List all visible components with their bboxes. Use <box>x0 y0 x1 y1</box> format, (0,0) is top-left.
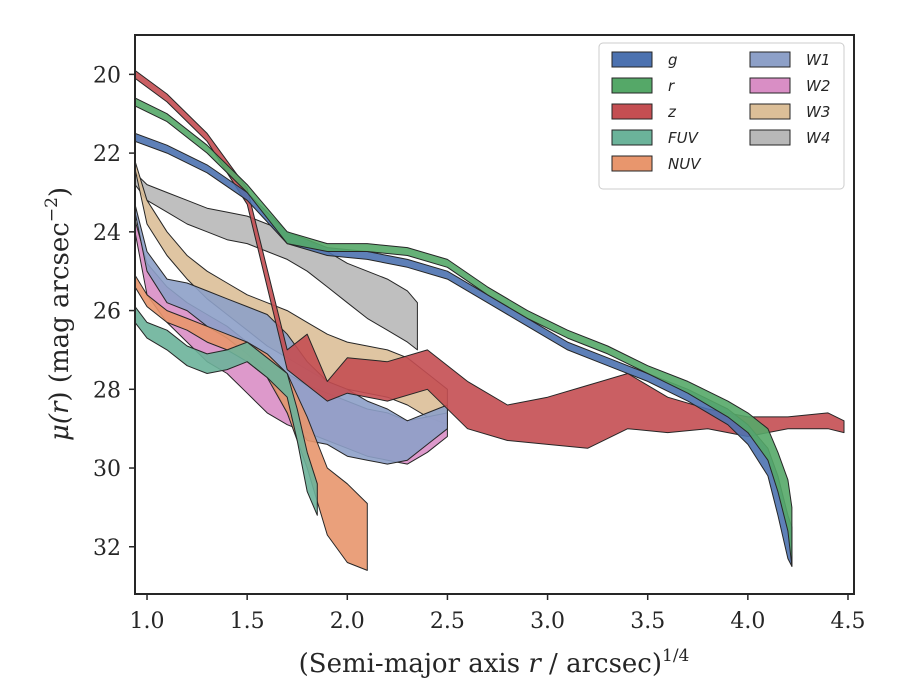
x-tick-label: 4.5 <box>830 609 865 634</box>
legend-swatch-W1 <box>749 51 791 68</box>
legend-label-W3: W3 <box>806 103 830 121</box>
legend-label-W2: W2 <box>806 77 830 95</box>
x-axis-label: (Semi-major axis r / arcsec)1/4 <box>299 646 690 679</box>
x-tick-label: 2.0 <box>330 609 365 634</box>
legend-swatch-W2 <box>749 77 791 94</box>
y-tick-label: 32 <box>93 536 121 561</box>
y-tick-label: 24 <box>93 221 121 246</box>
legend-label-g: g <box>668 51 678 69</box>
x-tick-label: 1.5 <box>230 609 265 634</box>
legend-label-W1: W1 <box>806 51 830 69</box>
band-r <box>135 97 793 567</box>
legend-swatch-z <box>611 103 653 120</box>
x-tick-label: 3.5 <box>630 609 665 634</box>
x-tick-label: 2.5 <box>430 609 465 634</box>
y-tick-label: 28 <box>93 378 121 403</box>
legend-label-z: z <box>667 103 677 121</box>
y-tick-label: 26 <box>93 300 121 325</box>
x-tick-label: 1.0 <box>130 609 165 634</box>
band-z <box>135 69 845 449</box>
legend-label-NUV: NUV <box>668 155 702 173</box>
legend-swatch-FUV <box>611 129 653 146</box>
y-axis: 20 22 24 26 28 30 32 <box>93 63 135 561</box>
y-tick-label: 20 <box>93 63 121 88</box>
legend-swatch-W4 <box>749 129 791 146</box>
band-W4 <box>135 172 418 351</box>
legend-swatch-NUV <box>611 155 653 172</box>
x-axis: 1.0 1.5 2.0 2.5 3.0 3.5 4.0 4.5 <box>130 594 865 634</box>
x-tick-label: 4.0 <box>730 609 765 634</box>
legend-swatch-r <box>611 77 653 94</box>
profile-bands <box>135 69 845 571</box>
legend-swatch-W3 <box>749 103 791 120</box>
plot-frame <box>134 34 855 595</box>
legend-swatch-g <box>611 51 653 68</box>
band-FUV <box>135 306 318 516</box>
legend-label-FUV: FUV <box>668 129 700 147</box>
legend-label-r: r <box>668 77 675 95</box>
y-tick-label: 22 <box>93 142 121 167</box>
legend-label-W4: W4 <box>806 129 830 147</box>
band-NUV <box>135 274 368 571</box>
y-tick-label: 30 <box>93 457 121 482</box>
y-axis-label: μ(r) (mag arcsec−2) <box>42 187 75 441</box>
x-tick-label: 3.0 <box>530 609 565 634</box>
legend: grz FUV NUV W1 W2 W3 W4 <box>598 42 845 190</box>
